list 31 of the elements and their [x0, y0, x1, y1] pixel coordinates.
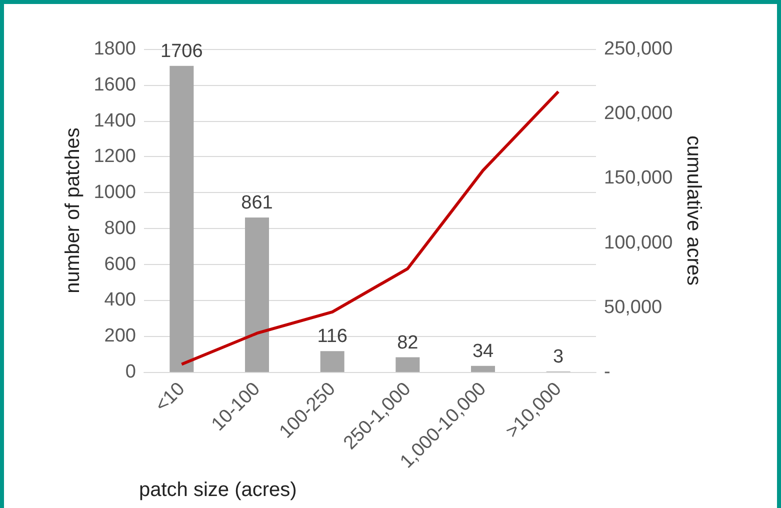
y-tick-label: 1600	[94, 74, 136, 96]
y-tick-label: 200	[104, 326, 136, 347]
y-axis-title: number of patches	[62, 128, 84, 294]
data-label: 116	[317, 326, 348, 348]
y2-axis-title: cumulative acres	[682, 135, 705, 286]
y2-tick-label: 100,000	[604, 232, 673, 254]
y2-tick-label: 200,000	[604, 103, 673, 124]
data-label: 82	[397, 332, 418, 354]
y-tick-label: 1400	[94, 110, 136, 132]
data-label: 34	[472, 340, 494, 362]
bar	[471, 366, 495, 372]
y2-tick-label: 250,000	[604, 38, 673, 60]
bar	[396, 357, 420, 372]
data-label: 3	[553, 346, 564, 368]
y-tick-label: 1800	[94, 38, 136, 60]
bar	[320, 351, 344, 372]
x-axis-title: patch size (acres)	[139, 479, 297, 501]
x-tick-label: <10	[151, 378, 190, 416]
y-tick-label: 400	[104, 290, 136, 311]
data-label: 1706	[160, 40, 203, 62]
y2-tick-label: 50,000	[604, 296, 662, 318]
y-tick-label: 0	[125, 362, 136, 382]
y2-tick-label: 150,000	[604, 168, 673, 189]
y-tick-label: 1200	[94, 146, 136, 168]
y-tick-label: 800	[104, 218, 136, 239]
data-label: 861	[241, 192, 273, 214]
bar	[245, 218, 269, 372]
y-tick-label: 600	[104, 254, 136, 275]
bar	[170, 66, 194, 372]
y2-tick-label: -	[604, 362, 610, 382]
y-tick-label: 1000	[94, 182, 136, 204]
